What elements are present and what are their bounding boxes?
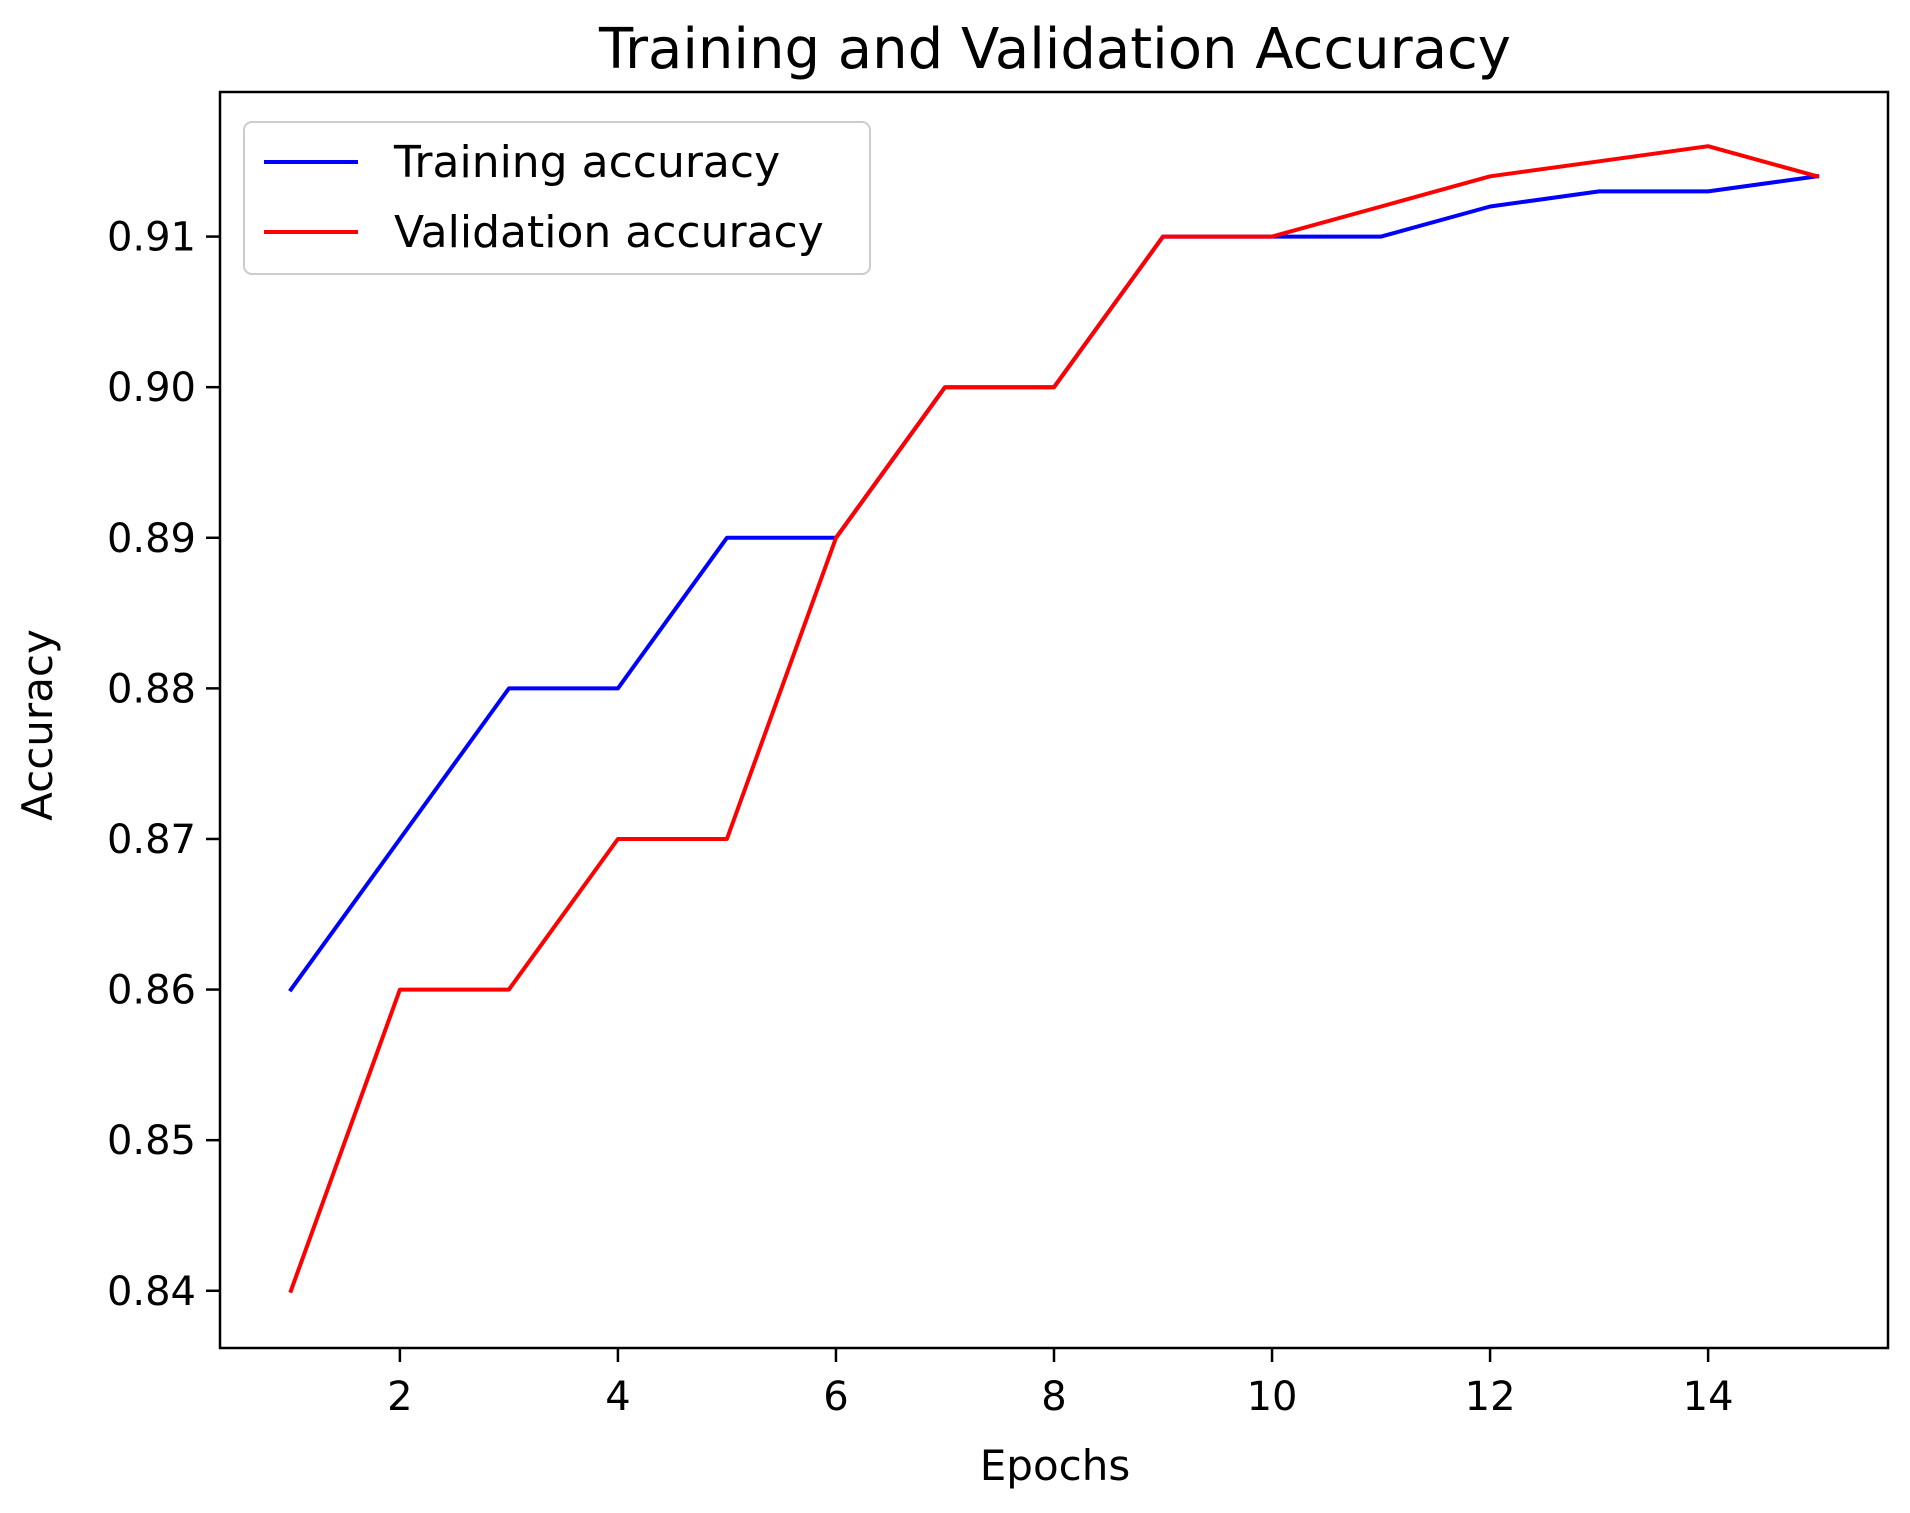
series-layer [288, 144, 1820, 1294]
y-tick-label: 0.88 [107, 666, 196, 712]
x-tick-label: 8 [1041, 1374, 1066, 1420]
x-tick-label: 6 [823, 1374, 848, 1420]
y-tick-label: 0.86 [107, 968, 196, 1014]
legend-label: Training accuracy [393, 137, 780, 188]
tick-layer: 2 4 6 8 10 12 14 0.84 0.85 0.86 0.87 0.88 0.89 0.90 0.… [107, 215, 1734, 1420]
legend-label: Validation accuracy [394, 207, 824, 258]
x-tick-label: 10 [1247, 1374, 1298, 1420]
x-axis-label: Epochs [980, 1441, 1131, 1490]
series-line-validation-accuracy [288, 144, 1820, 1294]
legend-box [243, 121, 871, 275]
x-tick-label: 4 [605, 1374, 630, 1420]
y-tick-label: 0.91 [107, 215, 196, 261]
x-tick-label: 12 [1465, 1374, 1516, 1420]
y-axis-label: Accuracy [13, 629, 62, 821]
legend: Training accuracy Validation accuracy [243, 121, 871, 275]
chart-title: Training and Validation Accuracy [598, 17, 1511, 82]
y-tick-label: 0.85 [107, 1118, 196, 1164]
y-tick-label: 0.87 [107, 817, 196, 863]
y-tick-label: 0.89 [107, 516, 196, 562]
y-tick-label: 0.84 [107, 1269, 196, 1315]
y-tick-label: 0.90 [107, 365, 196, 411]
x-tick-label: 2 [387, 1374, 412, 1420]
x-tick-label: 14 [1683, 1374, 1734, 1420]
plot-area-frame [218, 90, 1890, 1350]
